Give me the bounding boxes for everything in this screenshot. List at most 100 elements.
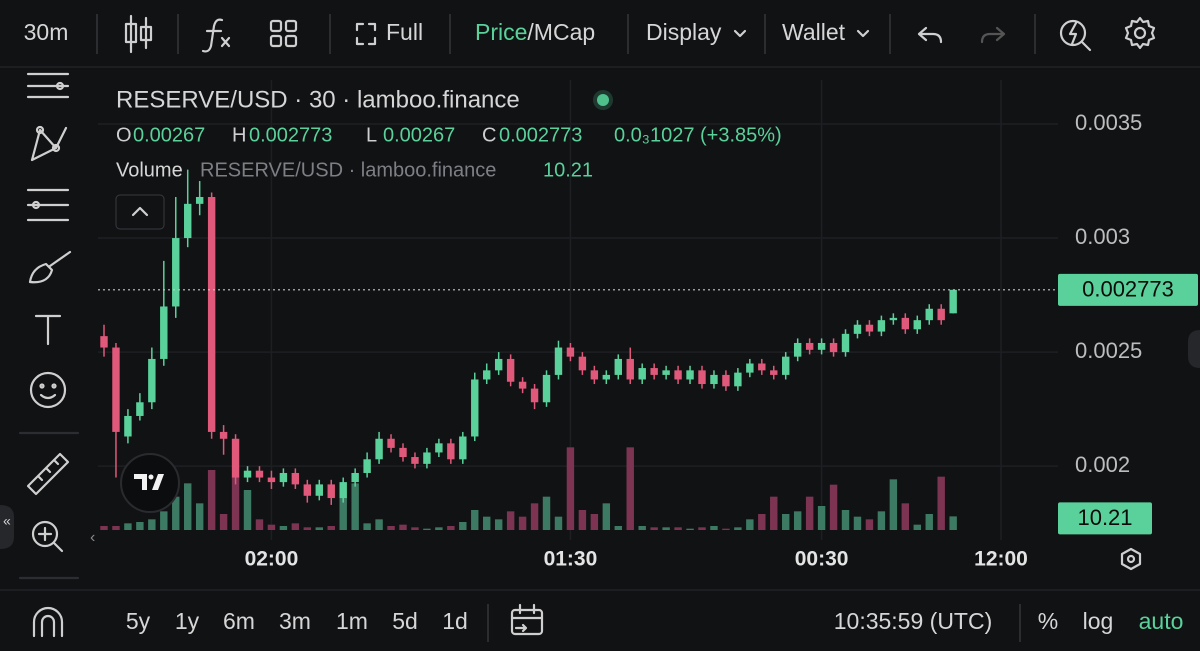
candles-icon[interactable]: [124, 14, 153, 54]
candle-body: [124, 415, 132, 437]
range-button[interactable]: 5y: [126, 608, 151, 634]
collapse-arrow[interactable]: «: [3, 513, 11, 529]
range-button[interactable]: 1m: [336, 608, 368, 634]
brush-tool[interactable]: [28, 250, 72, 284]
volume-bar: [925, 514, 933, 530]
candle-body: [901, 317, 910, 330]
range-button[interactable]: 3m: [279, 608, 311, 634]
candle-body: [650, 368, 658, 375]
volume-bar: [877, 511, 886, 530]
zoom-tool[interactable]: [31, 520, 64, 553]
volume-bar: [913, 524, 921, 530]
scroll-left[interactable]: ‹: [90, 529, 95, 546]
volume-bar: [554, 516, 563, 530]
undo-icon[interactable]: [917, 26, 943, 44]
indicators-icon[interactable]: [201, 18, 231, 53]
interval-button[interactable]: 30m: [24, 19, 69, 45]
price-scale-tab[interactable]: [1188, 330, 1200, 368]
range-button[interactable]: 1d: [442, 608, 468, 634]
chevron: [733, 29, 747, 38]
candle-body: [100, 336, 108, 348]
candle-body: [315, 484, 323, 496]
magnet-tool[interactable]: [32, 606, 64, 638]
candle-body: [686, 370, 694, 380]
tradingview-logo: [120, 453, 180, 513]
candle-body: [602, 374, 611, 380]
candle-body: [136, 402, 144, 416]
goto-date-icon[interactable]: [510, 603, 544, 636]
trend-line-tool[interactable]: [26, 72, 70, 99]
range-button[interactable]: 1y: [175, 608, 200, 634]
volume-bar: [506, 511, 515, 530]
volume-bar: [112, 526, 120, 530]
volume-bar: [207, 470, 216, 530]
volume-bar: [291, 523, 300, 530]
legend-collapse-button[interactable]: [115, 194, 165, 230]
range-button[interactable]: 5d: [392, 608, 418, 634]
candle-body: [494, 358, 503, 371]
volume-bar: [901, 503, 910, 530]
volume-bar: [614, 526, 622, 530]
candle-body: [160, 306, 168, 359]
volume-bar: [746, 519, 754, 530]
alert-icon[interactable]: [1059, 19, 1092, 52]
volume-bar: [542, 496, 551, 530]
candle-body: [566, 347, 575, 357]
pattern-tool[interactable]: [30, 125, 68, 162]
volume-bar: [447, 526, 455, 530]
fullscreen-icon[interactable]: [355, 22, 377, 46]
candle-body: [805, 342, 814, 350]
candle-body: [231, 438, 240, 478]
price-mcap-toggle[interactable]: Price/MCap: [475, 19, 595, 45]
candle-body: [518, 381, 527, 389]
price-option[interactable]: Price: [475, 19, 527, 45]
text-tool[interactable]: [34, 314, 62, 346]
percent-toggle[interactable]: %: [1038, 608, 1058, 634]
settings-icon[interactable]: [1124, 16, 1156, 50]
volume-bar: [710, 526, 718, 530]
redo-icon[interactable]: [980, 26, 1006, 44]
range-button[interactable]: 6m: [223, 608, 255, 634]
y-tick-label: 0.0025: [1075, 338, 1142, 363]
candle-body: [435, 443, 443, 453]
candle-body: [829, 342, 838, 353]
full-button[interactable]: Full: [386, 19, 423, 45]
emoji-tool[interactable]: [29, 371, 67, 409]
change-value: 0.0₃1027 (+3.85%): [614, 124, 782, 146]
volume-bar: [686, 528, 694, 530]
mcap-option[interactable]: /MCap: [527, 19, 595, 45]
ohlc-letter: L: [366, 124, 377, 146]
candle-body: [243, 470, 252, 478]
clock[interactable]: 10:35:59 (UTC): [834, 608, 993, 634]
ohlc-legend: O 0.00267 H 0.002773 L 0.00267 C 0.002773 0.0₃10…: [116, 124, 782, 181]
collapse-tab[interactable]: [0, 505, 14, 549]
volume-bar: [435, 527, 443, 530]
axis-settings-icon[interactable]: [1120, 547, 1142, 571]
volume-bar: [267, 524, 276, 530]
volume-bar: [734, 527, 742, 530]
candle-body: [913, 320, 921, 330]
auto-toggle[interactable]: auto: [1139, 608, 1184, 634]
volume-bar: [399, 524, 407, 530]
volume-bar: [219, 514, 228, 530]
volume-bar: [136, 522, 144, 530]
x-tick-label: 01:30: [544, 548, 598, 571]
candle-body: [554, 347, 563, 375]
display-menu[interactable]: Display: [646, 19, 722, 45]
log-toggle[interactable]: log: [1083, 608, 1114, 634]
ohlc-letter: C: [482, 124, 496, 146]
range-bar: 5y 1y 6m 3m 1m 5d 1d: [126, 608, 468, 634]
layouts-icon[interactable]: [269, 19, 298, 48]
volume-bar: [793, 511, 802, 530]
fib-tool[interactable]: [26, 188, 70, 222]
volume-bar: [184, 483, 192, 530]
candle-body: [339, 482, 347, 499]
chart-title: RESERVE/USD · 30 · lamboo.finance: [116, 86, 520, 113]
candle-body: [411, 457, 419, 464]
wallet-menu[interactable]: Wallet: [782, 19, 846, 45]
ruler-tool[interactable]: [26, 452, 70, 496]
candle-body: [184, 203, 192, 239]
volume-bar: [937, 476, 945, 530]
chevron: [856, 29, 870, 38]
candle-body: [423, 452, 431, 464]
